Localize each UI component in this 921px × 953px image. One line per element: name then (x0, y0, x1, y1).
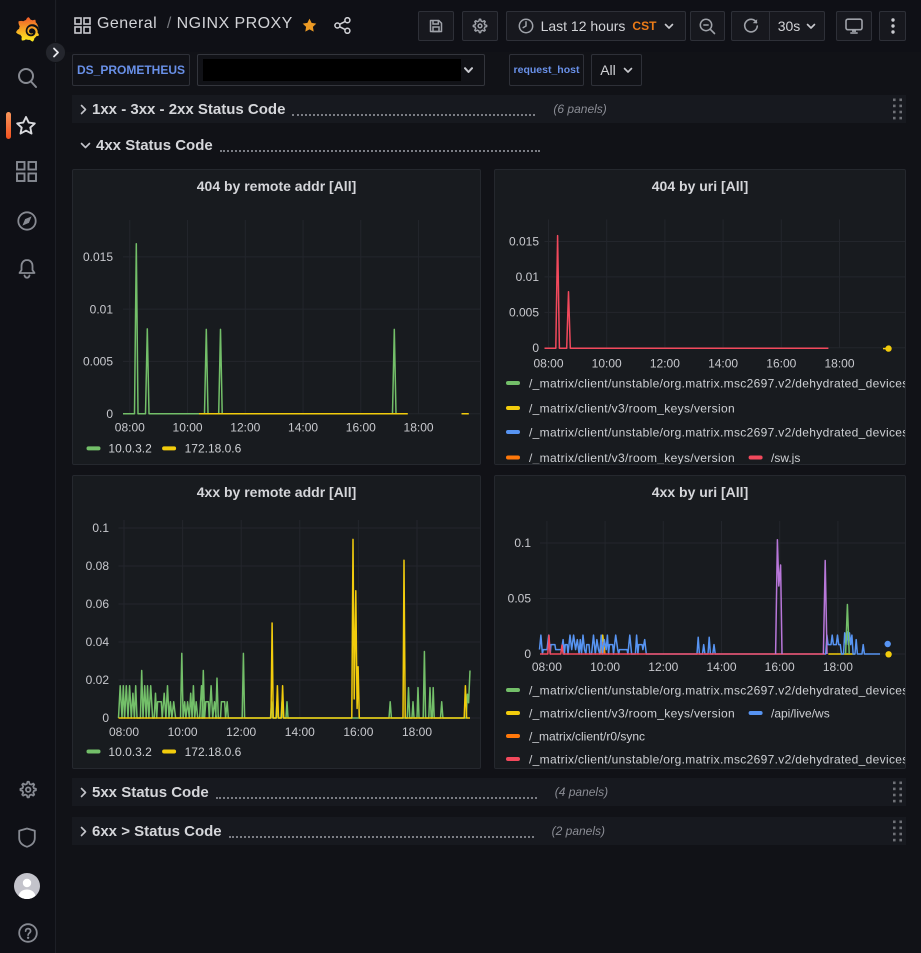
svg-text:14:00: 14:00 (285, 725, 315, 739)
svg-text:08:00: 08:00 (533, 357, 563, 371)
svg-text:16:00: 16:00 (346, 421, 376, 435)
svg-text:0.015: 0.015 (509, 235, 539, 249)
svg-text:16:00: 16:00 (343, 725, 373, 739)
svg-text:12:00: 12:00 (650, 357, 680, 371)
svg-text:/_matrix/client/unstable/org.m: /_matrix/client/unstable/org.matrix.msc2… (529, 752, 906, 766)
svg-text:18:00: 18:00 (404, 421, 434, 435)
svg-text:0: 0 (524, 647, 531, 661)
svg-text:12:00: 12:00 (230, 421, 260, 435)
svg-text:0.1: 0.1 (514, 536, 531, 550)
svg-text:/_matrix/client/unstable/org.m: /_matrix/client/unstable/org.matrix.msc2… (529, 683, 906, 697)
svg-text:18:00: 18:00 (824, 357, 854, 371)
svg-text:14:00: 14:00 (706, 660, 736, 674)
svg-text:0.04: 0.04 (86, 635, 110, 649)
svg-text:10:00: 10:00 (173, 421, 203, 435)
svg-text:10.0.3.2: 10.0.3.2 (108, 442, 152, 456)
svg-text:0.05: 0.05 (508, 592, 532, 606)
svg-text:0.1: 0.1 (92, 521, 109, 535)
svg-text:0.01: 0.01 (90, 302, 114, 316)
svg-text:/_matrix/client/v3/room_keys/v: /_matrix/client/v3/room_keys/version (529, 706, 735, 720)
svg-text:12:00: 12:00 (648, 660, 678, 674)
svg-text:0.005: 0.005 (83, 355, 113, 369)
svg-text:16:00: 16:00 (765, 660, 795, 674)
svg-text:10:00: 10:00 (168, 725, 198, 739)
svg-text:/api/live/ws: /api/live/ws (771, 706, 830, 720)
svg-text:/_matrix/client/r0/sync: /_matrix/client/r0/sync (529, 729, 645, 743)
svg-text:0.01: 0.01 (516, 270, 540, 284)
svg-text:/_matrix/client/unstable/org.m: /_matrix/client/unstable/org.matrix.msc2… (529, 376, 906, 390)
svg-text:08:00: 08:00 (532, 660, 562, 674)
svg-text:14:00: 14:00 (708, 357, 738, 371)
svg-text:/sw.js: /sw.js (771, 451, 800, 464)
svg-text:10:00: 10:00 (592, 357, 622, 371)
svg-text:10.0.3.2: 10.0.3.2 (108, 745, 152, 759)
svg-text:/_matrix/client/unstable/org.m: /_matrix/client/unstable/org.matrix.msc2… (529, 425, 906, 439)
svg-text:0.08: 0.08 (86, 559, 110, 573)
svg-text:/_matrix/client/v3/room_keys/v: /_matrix/client/v3/room_keys/version (529, 451, 735, 464)
svg-text:12:00: 12:00 (226, 725, 256, 739)
svg-text:0: 0 (532, 341, 539, 355)
svg-text:16:00: 16:00 (766, 357, 796, 371)
svg-text:10:00: 10:00 (590, 660, 620, 674)
svg-text:0.06: 0.06 (86, 597, 110, 611)
svg-text:08:00: 08:00 (109, 725, 139, 739)
svg-text:18:00: 18:00 (402, 725, 432, 739)
svg-text:0.02: 0.02 (86, 673, 110, 687)
svg-text:14:00: 14:00 (288, 421, 318, 435)
svg-text:0: 0 (106, 407, 113, 421)
svg-text:18:00: 18:00 (823, 660, 853, 674)
svg-text:/_matrix/client/v3/room_keys/v: /_matrix/client/v3/room_keys/version (529, 401, 735, 415)
svg-text:08:00: 08:00 (115, 421, 145, 435)
svg-text:172.18.0.6: 172.18.0.6 (185, 442, 242, 456)
svg-text:172.18.0.6: 172.18.0.6 (185, 745, 242, 759)
svg-text:0.005: 0.005 (509, 306, 539, 320)
svg-text:0.015: 0.015 (83, 250, 113, 264)
svg-text:0: 0 (102, 711, 109, 725)
